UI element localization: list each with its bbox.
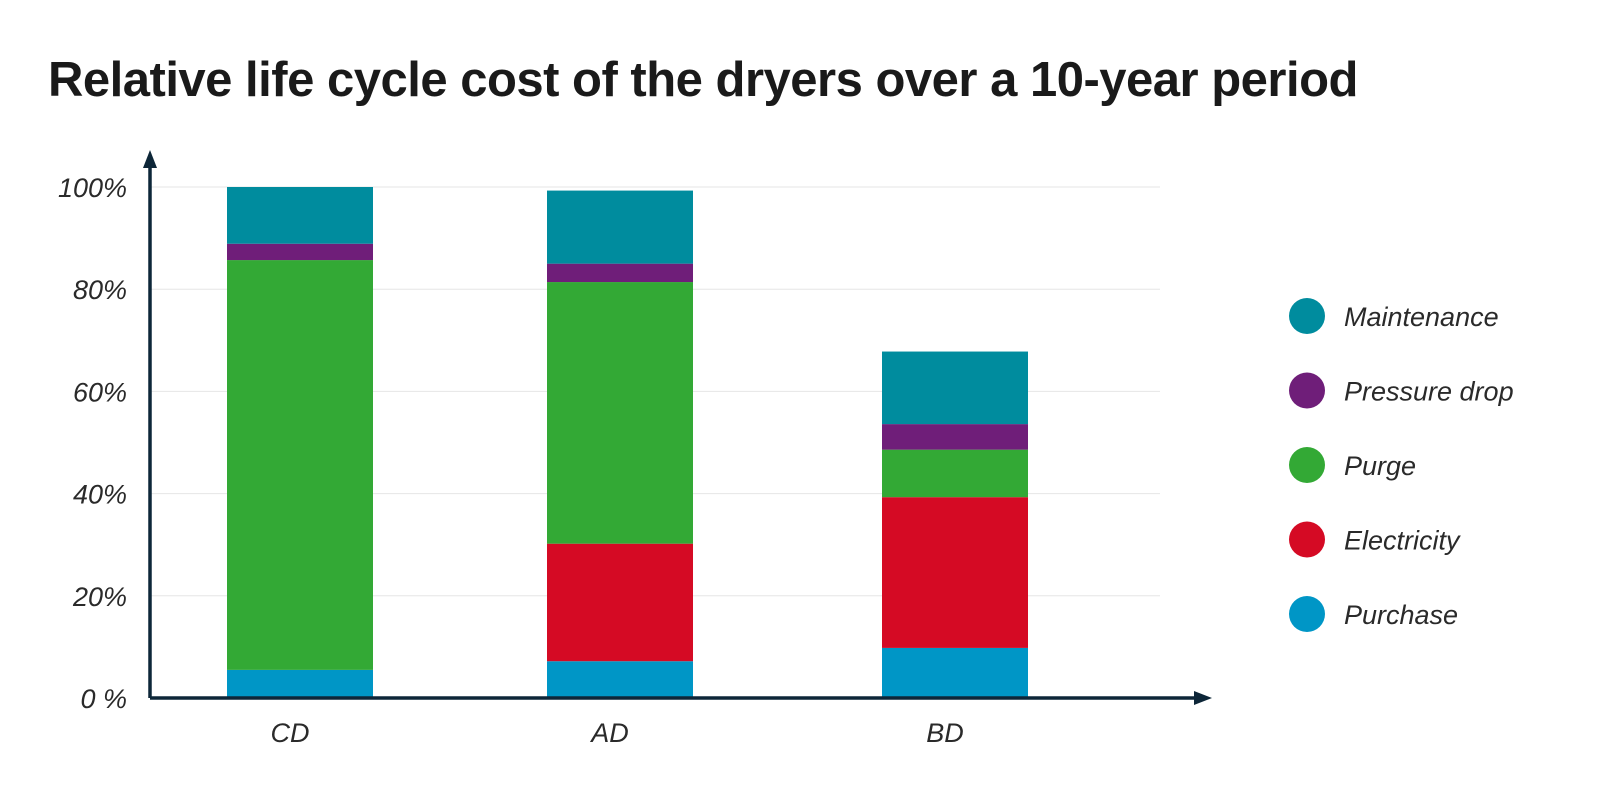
y-axis-arrow bbox=[143, 150, 157, 168]
legend-swatch bbox=[1289, 372, 1325, 409]
y-tick-label: 40% bbox=[73, 480, 127, 510]
legend-label: Purge bbox=[1344, 451, 1416, 481]
y-tick-label: 60% bbox=[73, 377, 127, 407]
legend-swatch bbox=[1289, 521, 1325, 558]
bar-segment-purchase bbox=[227, 669, 373, 698]
x-category-label: BD bbox=[926, 718, 964, 748]
legend-item-pressure-drop: Pressure drop bbox=[1289, 372, 1514, 409]
x-axis-arrow bbox=[1194, 691, 1212, 705]
y-tick-label: 100% bbox=[58, 173, 127, 203]
y-tick-labels: 0 % 20% 40% 60% 80% 100% bbox=[58, 173, 127, 714]
legend-swatch bbox=[1289, 447, 1325, 483]
bar-segment-purchase bbox=[547, 661, 693, 698]
bar-segment-purge bbox=[227, 260, 373, 670]
axes bbox=[143, 150, 1212, 705]
legend-label: Pressure drop bbox=[1344, 377, 1514, 407]
legend-swatch bbox=[1289, 596, 1325, 632]
legend-item-maintenance: Maintenance bbox=[1289, 298, 1499, 334]
x-category-label: CD bbox=[271, 718, 310, 748]
chart-title: Relative life cycle cost of the dryers o… bbox=[48, 53, 1358, 107]
bar-stack-ad bbox=[547, 190, 693, 698]
legend-label: Electricity bbox=[1344, 526, 1461, 556]
bars bbox=[227, 187, 1028, 698]
bar-segment-maintenance bbox=[882, 351, 1028, 425]
legend-swatch bbox=[1289, 298, 1325, 334]
bar-segment-pressure-drop bbox=[547, 263, 693, 283]
bar-segment-purge bbox=[547, 282, 693, 544]
bar-segment-electricity bbox=[882, 497, 1028, 648]
bar-stack-bd bbox=[882, 351, 1028, 698]
bar-segment-pressure-drop bbox=[227, 243, 373, 261]
y-tick-label: 0 % bbox=[80, 684, 127, 714]
legend: Maintenance Pressure drop Purge Electricity… bbox=[1289, 298, 1514, 632]
bar-stack-cd bbox=[227, 187, 373, 698]
y-tick-label: 20% bbox=[72, 582, 127, 612]
legend-label: Purchase bbox=[1344, 600, 1458, 630]
bar-segment-purchase bbox=[882, 647, 1028, 698]
bar-segment-maintenance bbox=[547, 190, 693, 264]
bar-segment-pressure-drop bbox=[882, 424, 1028, 450]
x-category-label: AD bbox=[589, 718, 629, 748]
legend-item-electricity: Electricity bbox=[1289, 521, 1461, 558]
y-tick-label: 80% bbox=[73, 275, 127, 305]
bar-segment-maintenance bbox=[227, 187, 373, 244]
legend-item-purchase: Purchase bbox=[1289, 596, 1458, 632]
x-category-labels: CD AD BD bbox=[271, 718, 964, 748]
legend-item-purge: Purge bbox=[1289, 447, 1416, 483]
bar-segment-purge bbox=[882, 449, 1028, 498]
bar-segment-electricity bbox=[547, 543, 693, 662]
legend-label: Maintenance bbox=[1344, 302, 1499, 332]
